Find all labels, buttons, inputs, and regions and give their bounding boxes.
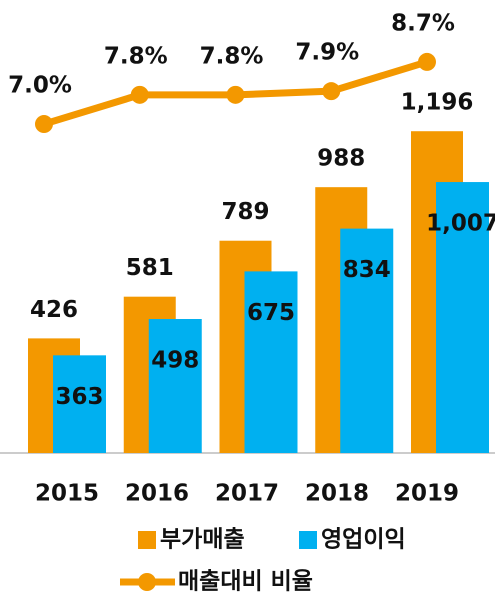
legend-label: 매출대비 비율 bbox=[178, 569, 313, 595]
data-label: 988 bbox=[317, 146, 365, 172]
data-label: 7.8% bbox=[104, 43, 168, 69]
legend-label: 영업이익 bbox=[321, 527, 406, 553]
line-point bbox=[35, 115, 53, 134]
bar bbox=[148, 319, 202, 453]
data-label: 426 bbox=[30, 297, 78, 323]
legend-swatch bbox=[299, 531, 317, 549]
data-label: 7.8% bbox=[200, 43, 264, 69]
data-label: 1,007 bbox=[426, 211, 495, 237]
legend-swatch bbox=[138, 531, 156, 549]
data-label: 1,196 bbox=[401, 90, 474, 116]
legend-marker bbox=[138, 573, 156, 591]
data-label: 363 bbox=[55, 384, 103, 410]
bar bbox=[436, 182, 489, 454]
bar bbox=[340, 228, 394, 453]
x-tick-label: 2015 bbox=[35, 481, 99, 507]
line-point bbox=[418, 52, 436, 71]
data-label: 7.0% bbox=[8, 73, 72, 99]
data-label: 675 bbox=[247, 300, 295, 326]
data-label: 789 bbox=[221, 199, 269, 225]
line-point bbox=[226, 85, 245, 104]
x-tick-label: 2018 bbox=[305, 481, 369, 507]
x-tick-label: 2016 bbox=[125, 481, 189, 507]
x-tick-label: 2017 bbox=[215, 481, 279, 507]
x-tick-label: 2019 bbox=[395, 481, 459, 507]
bar bbox=[244, 271, 298, 453]
data-label: 498 bbox=[151, 348, 199, 374]
line-point bbox=[322, 82, 341, 101]
bar bbox=[53, 355, 106, 453]
line-point bbox=[130, 85, 149, 104]
data-label: 7.9% bbox=[295, 40, 359, 66]
data-label: 581 bbox=[126, 255, 174, 281]
data-label: 834 bbox=[343, 257, 391, 283]
data-label: 8.7% bbox=[391, 10, 455, 36]
legend-label: 부가매출 bbox=[160, 527, 245, 553]
